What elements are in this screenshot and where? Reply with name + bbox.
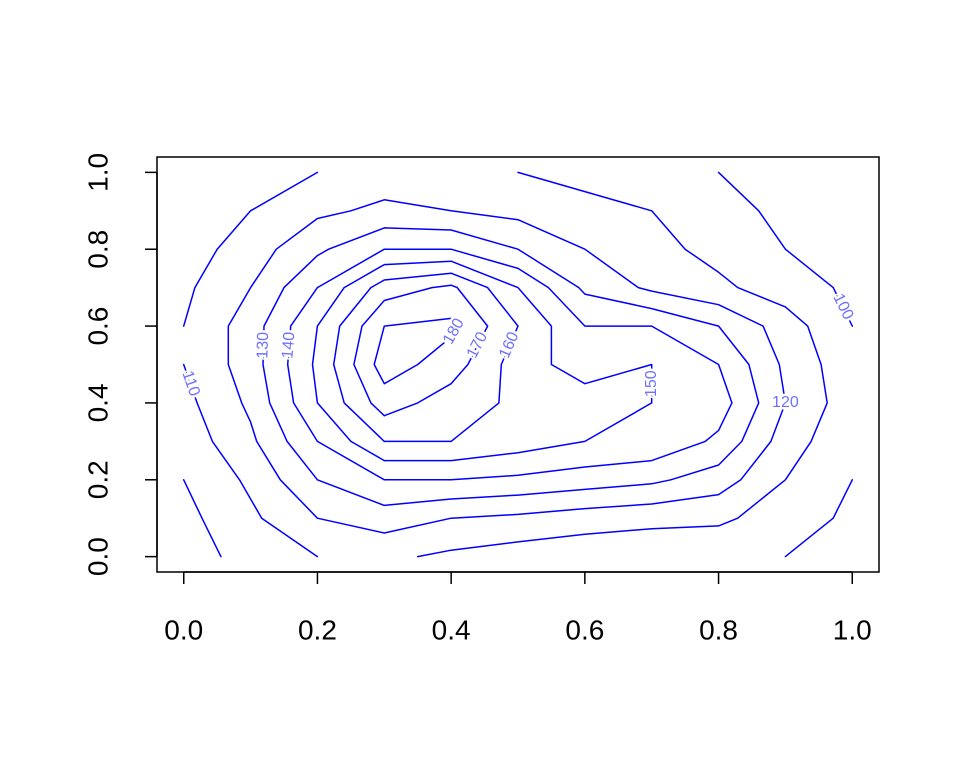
contour-line [311, 260, 653, 462]
contour-line [373, 317, 458, 385]
contour-label: 150 [643, 370, 660, 397]
y-tick-label: 0.8 [82, 230, 113, 269]
contour-line [286, 248, 733, 481]
x-tick-label: 0.8 [699, 614, 738, 645]
y-tick-label: 1.0 [82, 153, 113, 192]
y-tick-label: 0.4 [82, 383, 113, 422]
contour-label: 120 [772, 394, 799, 411]
contour-line [182, 171, 828, 558]
contour-label: 170 [464, 329, 491, 361]
y-tick-label: 0.6 [82, 307, 113, 346]
x-tick-label: 1.0 [833, 614, 872, 645]
contour-label: 160 [496, 329, 522, 360]
x-tick-label: 0.0 [164, 614, 203, 645]
x-tick-label: 0.6 [565, 614, 604, 645]
contour-line [353, 284, 489, 417]
contour-label: 130 [254, 332, 272, 359]
contour-line [182, 171, 854, 558]
contour-line [262, 227, 760, 507]
x-tick-label: 0.4 [432, 614, 471, 645]
x-tick-label: 0.2 [298, 614, 337, 645]
contour-line [227, 199, 787, 534]
contour-label: 110 [178, 369, 202, 399]
y-tick-label: 0.2 [82, 460, 113, 499]
y-tick-label: 0.0 [82, 537, 113, 576]
contour-label: 140 [279, 331, 298, 359]
contour-line [332, 272, 519, 443]
contour-label: 100 [829, 291, 856, 323]
